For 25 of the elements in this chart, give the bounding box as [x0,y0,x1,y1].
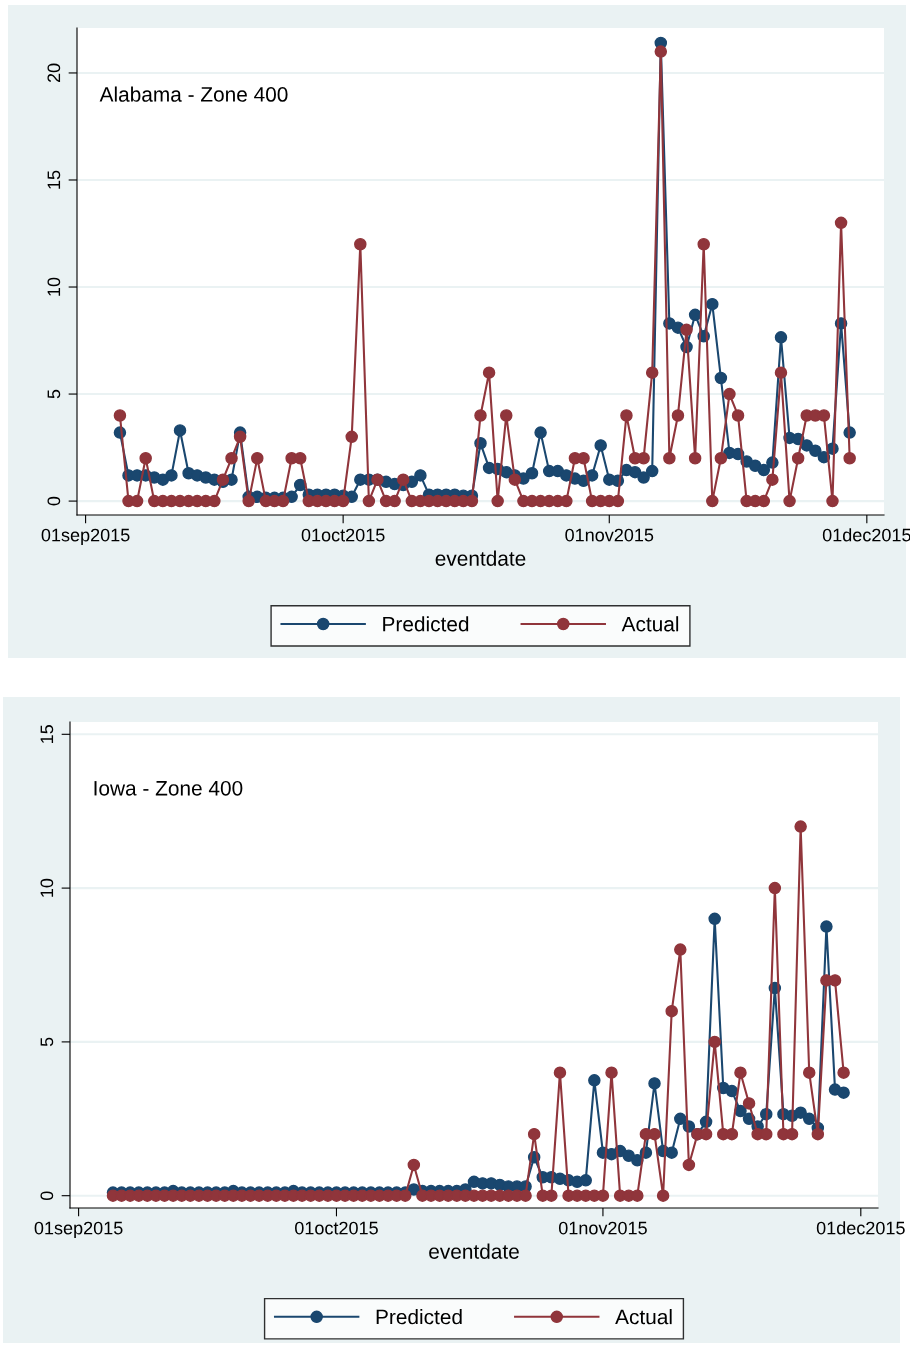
y-tick-label: 10 [47,277,61,296]
y-tick-label: 15 [47,170,61,189]
x-tick-label: 01dec2015 [816,1221,905,1235]
y-tick-label: 15 [40,725,54,743]
y-tick-label: 0 [47,496,61,506]
y-tick-label: 0 [40,1191,54,1201]
legend-label: Actual [621,616,679,632]
legend-label: Predicted [383,616,469,632]
annotation: Alabama - Zone 400 [99,86,288,102]
x-tick-label: 01oct2015 [295,1221,378,1235]
x-tick-label: 01sep2015 [41,528,130,546]
y-tick-label: 20 [47,63,61,83]
annotation: Iowa - Zone 400 [94,780,243,796]
y-tick-label: 5 [40,1037,54,1047]
y-tick-label: 10 [40,878,54,897]
x-tick-label: 01dec2015 [822,528,910,542]
x-tick-label: 01oct2015 [301,528,385,542]
legend-label: Predicted [376,1309,462,1325]
x-tick-label: 01nov2015 [558,1221,647,1235]
x-tick-label: 01sep2015 [34,1221,123,1239]
y-tick-label: 5 [47,389,61,399]
x-axis-title: eventdate [435,550,526,566]
x-tick-label: 01nov2015 [565,528,654,542]
legend-label: Actual [615,1309,672,1325]
x-axis-title: eventdate [429,1243,519,1259]
